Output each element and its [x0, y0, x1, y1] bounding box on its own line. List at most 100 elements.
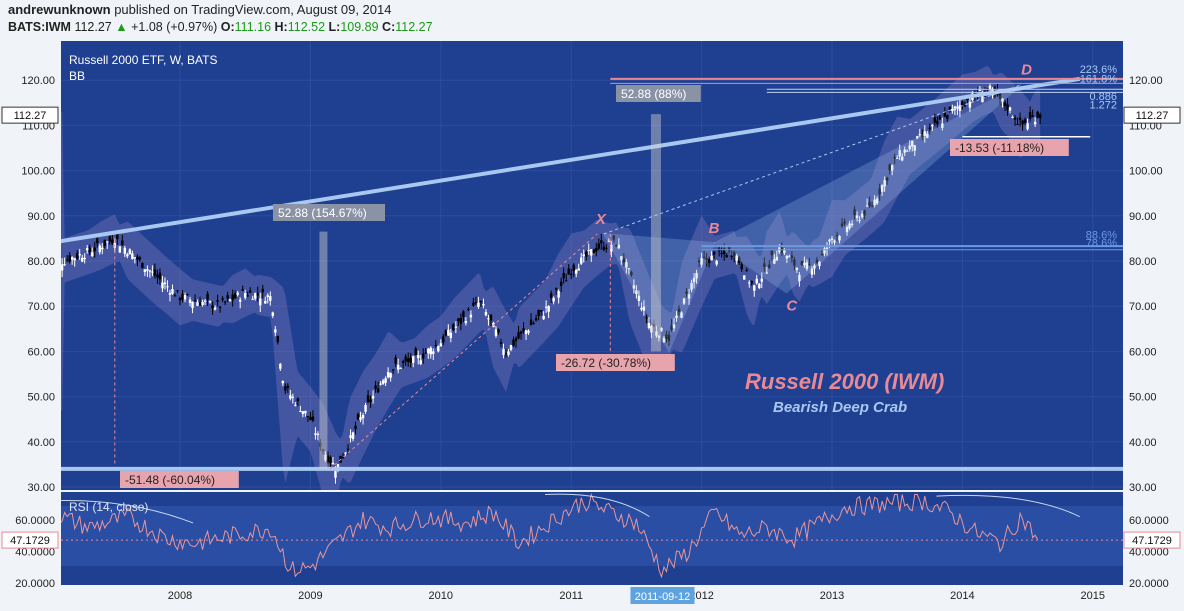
candle — [715, 260, 718, 265]
candle — [88, 247, 91, 253]
candle — [477, 302, 480, 307]
candle — [750, 281, 753, 284]
candle — [830, 238, 834, 241]
candle — [1016, 124, 1019, 126]
y-tick-label-left: 40.00 — [27, 437, 55, 449]
candle — [863, 210, 866, 216]
candle — [793, 259, 796, 266]
candle — [785, 255, 789, 259]
candle — [880, 185, 884, 192]
candle — [233, 293, 237, 299]
candle — [567, 268, 570, 275]
candle — [885, 177, 889, 181]
candle — [249, 290, 252, 293]
candle — [818, 261, 821, 266]
candle — [1031, 115, 1034, 117]
candle — [86, 247, 89, 251]
candle — [906, 150, 909, 152]
x-tick-label: 2009 — [298, 590, 322, 602]
candle — [206, 293, 209, 300]
candle — [221, 298, 224, 300]
price-change: +1.08 (+0.97%) — [131, 20, 218, 34]
candle — [98, 245, 101, 253]
candle — [369, 399, 372, 403]
svg-text:-26.72 (-30.78%): -26.72 (-30.78%) — [561, 356, 651, 370]
candle — [509, 344, 513, 350]
candle — [858, 219, 861, 221]
candle — [903, 149, 906, 153]
candle — [712, 251, 716, 255]
close-value: 112.27 — [395, 20, 433, 34]
candle — [966, 97, 969, 101]
ohlc-line: BATS:IWM 112.27 ▲ +1.08 (+0.97%) O:111.1… — [8, 20, 433, 34]
candle — [216, 300, 219, 302]
candle — [294, 404, 297, 406]
candle — [615, 245, 618, 247]
candle — [266, 295, 269, 298]
candle — [213, 307, 217, 310]
candle — [642, 306, 646, 311]
candle — [998, 92, 1002, 99]
candle — [961, 101, 964, 106]
candle — [324, 454, 327, 461]
svg-text:47.1729: 47.1729 — [10, 535, 50, 547]
y-tick-label-left: 60.00 — [27, 346, 55, 358]
candle — [354, 425, 357, 430]
drop-label-1: -51.48 (-60.04%) — [120, 471, 239, 488]
candle — [745, 270, 748, 272]
candle — [855, 215, 859, 219]
candle — [123, 247, 127, 254]
candle — [264, 300, 267, 304]
candle — [564, 280, 568, 282]
crosshair-date-label: 2011-09-12 — [630, 587, 695, 604]
candle — [422, 353, 425, 359]
candle — [487, 318, 490, 320]
candle — [539, 310, 543, 312]
pattern-point-d: D — [1021, 62, 1032, 79]
candle — [63, 264, 66, 266]
candle — [424, 352, 427, 354]
candle — [259, 298, 262, 306]
pattern-point-c: C — [786, 298, 798, 315]
author-name[interactable]: andrewunknown — [8, 2, 111, 17]
up-arrow-icon: ▲ — [115, 20, 128, 34]
candle — [1008, 107, 1012, 111]
candle — [442, 336, 445, 343]
publish-line: andrewunknown published on TradingView.c… — [8, 2, 391, 17]
candle — [612, 235, 616, 240]
candle — [462, 311, 465, 318]
candle — [692, 277, 696, 283]
candle — [743, 275, 746, 280]
candle — [870, 205, 874, 207]
candle — [833, 240, 836, 243]
y-tick-label-right: 90.00 — [1129, 211, 1157, 223]
rsi-tick-label-left: 60.0000 — [15, 515, 55, 527]
candle — [81, 257, 84, 262]
candle — [552, 297, 555, 302]
candle — [211, 305, 214, 309]
candle — [720, 252, 723, 254]
candle — [346, 448, 350, 450]
candle — [532, 322, 535, 324]
candle — [640, 307, 643, 310]
candle — [738, 257, 741, 264]
rsi-divergence-arc — [936, 494, 1080, 518]
candle — [667, 334, 671, 341]
candle — [434, 345, 437, 347]
candle — [730, 255, 733, 257]
svg-text:52.88 (154.67%): 52.88 (154.67%) — [278, 206, 367, 220]
candle — [768, 264, 771, 269]
candle — [735, 255, 738, 261]
candle — [710, 255, 713, 261]
candle — [396, 364, 400, 370]
candle — [938, 116, 942, 120]
candle — [386, 371, 390, 378]
candle — [823, 248, 826, 254]
rsi-line — [61, 492, 1039, 579]
candle — [314, 433, 317, 435]
candle — [306, 416, 310, 418]
candle — [70, 257, 74, 260]
candle — [146, 269, 149, 271]
candle — [652, 323, 656, 327]
